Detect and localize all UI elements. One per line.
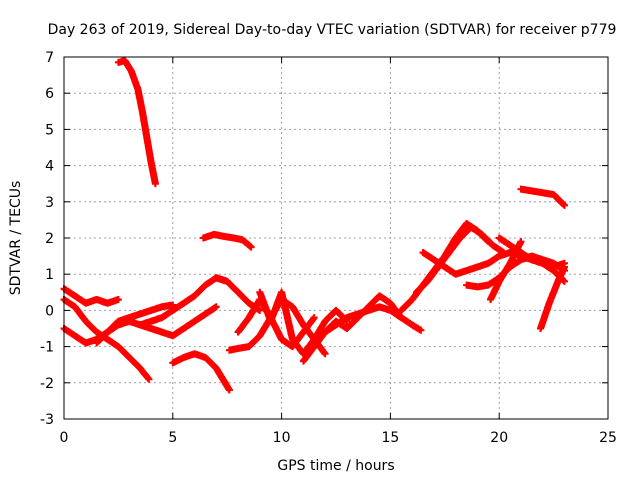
data-point bbox=[561, 259, 568, 267]
data-point bbox=[561, 277, 568, 285]
data-point bbox=[169, 301, 177, 309]
series-arc-7 bbox=[93, 303, 220, 347]
y-axis-label: SDTVAR / TECUs bbox=[8, 181, 24, 296]
data-point bbox=[397, 314, 405, 322]
chart-title: Day 263 of 2019, Sidereal Day-to-day VTE… bbox=[48, 22, 617, 38]
x-tick-label: 20 bbox=[490, 430, 508, 446]
y-tick-label: 3 bbox=[45, 195, 54, 211]
x-tick-label: 5 bbox=[168, 430, 177, 446]
series-arc-13 bbox=[256, 288, 351, 358]
data-points bbox=[60, 57, 568, 394]
x-tick-label: 25 bbox=[599, 430, 617, 446]
data-point bbox=[225, 386, 233, 394]
data-point bbox=[561, 201, 568, 209]
y-tick-label: 7 bbox=[45, 50, 54, 66]
data-point bbox=[310, 314, 318, 322]
data-point bbox=[151, 180, 159, 188]
series-arc-22 bbox=[537, 263, 568, 332]
y-tick-label: -3 bbox=[40, 412, 54, 428]
y-tick-label: 4 bbox=[45, 159, 54, 175]
data-point bbox=[321, 350, 329, 358]
data-point bbox=[256, 306, 264, 314]
data-point bbox=[561, 263, 568, 271]
data-point bbox=[247, 243, 255, 251]
y-tick-label: 1 bbox=[45, 267, 54, 283]
series-arc-3 bbox=[199, 230, 255, 251]
data-point bbox=[145, 375, 153, 383]
x-tick-label: 15 bbox=[381, 430, 399, 446]
y-tick-label: 0 bbox=[45, 303, 54, 319]
series-arc-1 bbox=[114, 57, 159, 188]
x-tick-label: 10 bbox=[273, 430, 291, 446]
series-arc-15 bbox=[321, 292, 405, 336]
series-arc-8 bbox=[136, 274, 231, 329]
y-tick-label: 5 bbox=[45, 122, 54, 138]
data-point bbox=[114, 296, 122, 303]
data-point bbox=[417, 326, 425, 334]
series-arc-21 bbox=[495, 234, 568, 271]
y-tick-label: -1 bbox=[40, 340, 54, 356]
series-arc-6 bbox=[60, 296, 153, 383]
series-arc-2 bbox=[517, 185, 568, 209]
data-point bbox=[517, 238, 525, 246]
x-axis-label: GPS time / hours bbox=[277, 458, 394, 474]
x-tick-label: 0 bbox=[60, 430, 69, 446]
series-arc-9 bbox=[169, 350, 233, 394]
y-tick-label: 2 bbox=[45, 231, 54, 247]
data-point bbox=[212, 303, 220, 311]
y-tick-label: -2 bbox=[40, 376, 54, 392]
y-tick-label: 6 bbox=[45, 86, 54, 102]
series-arc-17 bbox=[413, 223, 508, 296]
series-arc-20 bbox=[487, 238, 525, 303]
axis-ticks: 0 5 10 15 20 25 -3 -2 -1 0 1 2 3 4 5 6 7 bbox=[40, 50, 617, 446]
series-arc-4 bbox=[60, 285, 122, 307]
data-point bbox=[343, 317, 351, 325]
